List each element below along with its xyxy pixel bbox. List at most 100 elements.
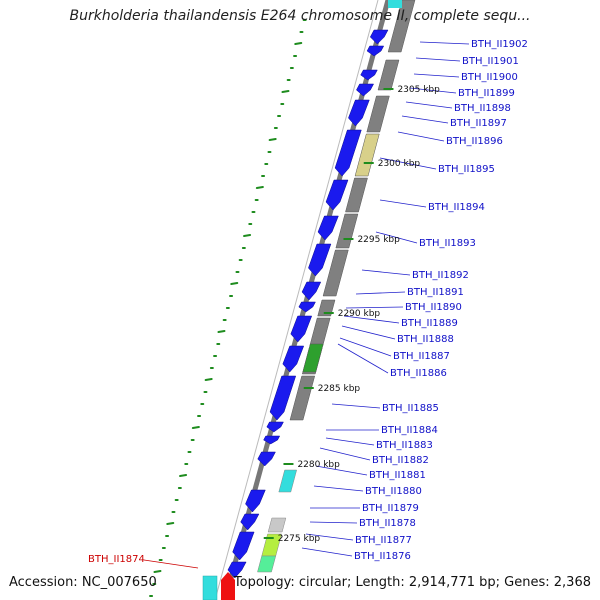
gene-arrow <box>356 83 375 97</box>
gene-label: BTH_II1888 <box>397 334 454 345</box>
highlighted-gene-label: BTH_II1874 <box>88 554 145 565</box>
gene-label: BTH_II1898 <box>454 103 511 114</box>
gene-label: BTH_II1893 <box>419 238 476 249</box>
gene-label: BTH_II1882 <box>372 455 429 466</box>
gene-label: BTH_II1880 <box>365 486 422 497</box>
gene-label: BTH_II1896 <box>446 136 503 147</box>
leader-line <box>305 533 354 541</box>
kbp-label: 2290 kbp <box>338 309 381 319</box>
gene-arrow <box>257 451 276 467</box>
gene-arrow <box>301 281 322 301</box>
tick-dots-layer <box>149 19 307 597</box>
cyan-top-segment <box>388 0 402 8</box>
tick-dot <box>230 282 239 285</box>
cds-band-segment <box>366 95 390 133</box>
gene-label: BTH_II1897 <box>450 118 507 129</box>
tick-dot <box>217 330 226 333</box>
gene-label: BTH_II1883 <box>376 440 433 451</box>
leader-line <box>341 325 396 340</box>
highlighted-gene-arrow <box>221 572 235 600</box>
kbp-label: 2285 kbp <box>318 384 361 394</box>
gene-label: BTH_II1890 <box>405 302 462 313</box>
tick-dot <box>281 90 290 93</box>
gene-label: BTH_II1885 <box>382 403 439 414</box>
cds-band-segment <box>354 133 380 177</box>
leader-line <box>401 115 449 124</box>
gene-arrow <box>245 489 266 513</box>
gene-arrow <box>227 561 247 579</box>
leader-line <box>379 199 427 208</box>
map-title: Burkholderia thailandensis E264 chromoso… <box>69 8 531 24</box>
tick-dot <box>255 186 264 189</box>
gene-arrow <box>366 45 385 57</box>
leader-line <box>361 269 411 276</box>
tick-dot <box>179 474 188 477</box>
kbp-label: 2300 kbp <box>378 159 421 169</box>
backbone-inner-line <box>214 0 379 600</box>
gene-label: BTH_II1889 <box>401 318 458 329</box>
label-layer: BTH_II1902 BTH_II1901 BTH_II1900 BTH_II1899… <box>88 39 528 569</box>
mint-band-segment <box>257 555 277 573</box>
cds-band-segment <box>335 213 359 249</box>
gene-arrow <box>317 215 339 241</box>
leader-line <box>397 131 445 142</box>
cyan-band-segment <box>278 469 297 493</box>
leader-line <box>415 57 461 62</box>
green-band-segment <box>302 343 324 373</box>
gene-arrow <box>269 375 297 421</box>
gene-arrow <box>325 179 349 211</box>
kbp-label: 2295 kbp <box>357 235 400 245</box>
leader-line <box>375 231 418 244</box>
gene-label: BTH_II1902 <box>471 39 528 50</box>
gene-label: BTH_II1895 <box>438 164 495 175</box>
kbp-label: 2275 kbp <box>278 534 321 544</box>
cyan-feature <box>202 575 218 600</box>
gene-label: BTH_II1876 <box>354 551 411 562</box>
gene-label: BTH_II1886 <box>390 368 447 379</box>
leader-line <box>343 315 400 324</box>
cds-band-segment <box>309 317 331 347</box>
highlight-leader-line <box>143 559 199 569</box>
cds-band-segment <box>345 177 368 213</box>
leader-line <box>301 547 353 557</box>
leader-line <box>313 485 364 492</box>
leader-line <box>309 521 358 524</box>
gray-band-segment <box>267 517 287 533</box>
leader-line <box>325 437 375 446</box>
gene-label: BTH_II1891 <box>407 287 464 298</box>
leader-line <box>355 291 406 295</box>
gene-arrow <box>369 29 389 45</box>
leader-line <box>409 87 457 94</box>
leader-line <box>339 337 392 357</box>
gene-arrow <box>308 243 332 277</box>
gene-label: BTH_II1884 <box>381 425 438 436</box>
gene-arrow <box>282 345 305 373</box>
leader-line <box>337 343 389 374</box>
gene-label: BTH_II1879 <box>362 503 419 514</box>
tick-dot <box>153 570 162 573</box>
tick-dot <box>268 138 277 141</box>
tick-dot <box>243 234 252 237</box>
gene-arrow <box>232 531 255 561</box>
gene-label: BTH_II1892 <box>412 270 469 281</box>
kbp-label: 2280 kbp <box>297 460 340 470</box>
gene-arrow <box>263 435 281 445</box>
kbp-label: 2305 kbp <box>397 85 440 95</box>
gene-label: BTH_II1900 <box>461 72 518 83</box>
leader-line <box>345 306 404 309</box>
cds-band-segment <box>387 0 416 53</box>
gene-arrow <box>266 421 284 433</box>
tick-dot <box>294 42 303 45</box>
gene-arrow <box>348 99 370 127</box>
gene-label: BTH_II1894 <box>428 202 485 213</box>
gene-arrow <box>240 513 260 531</box>
leader-line <box>331 403 381 409</box>
gene-label: BTH_II1877 <box>355 535 412 546</box>
accession-label: Accession: NC_007650 <box>9 575 157 590</box>
cds-band-segment <box>377 59 400 91</box>
tick-dot <box>191 426 200 429</box>
leader-line <box>315 465 368 476</box>
gene-label: BTH_II1887 <box>393 351 450 362</box>
gene-label: BTH_II1878 <box>359 518 416 529</box>
